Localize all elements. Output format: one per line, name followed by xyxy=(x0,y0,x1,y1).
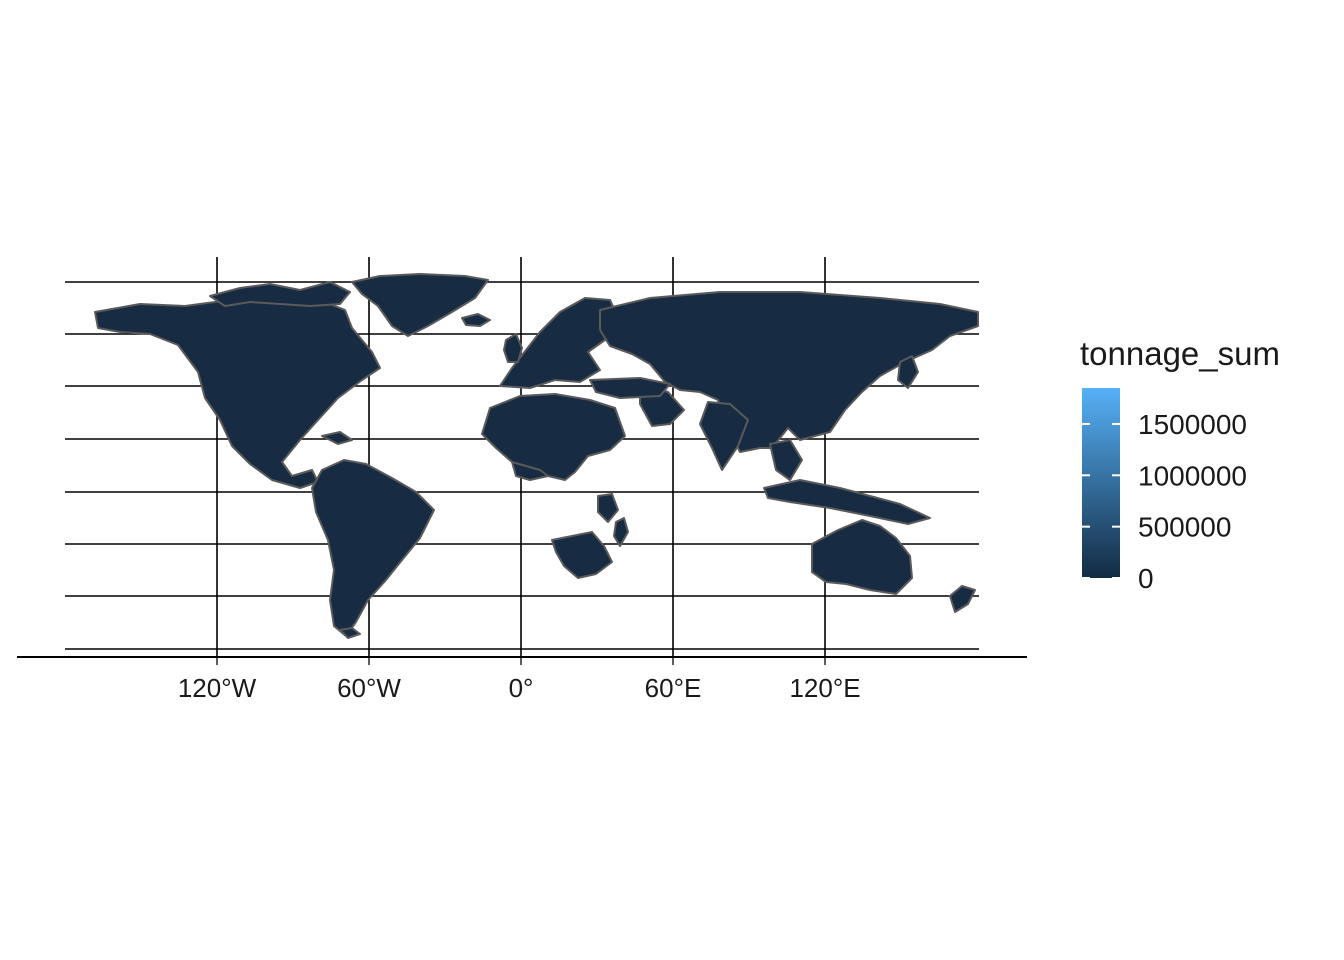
southern-africa-shape xyxy=(551,531,613,579)
australia-shape xyxy=(811,519,913,595)
x-tick-label: 120°W xyxy=(178,673,257,703)
iceland-shape xyxy=(461,313,491,327)
africa-shape xyxy=(481,393,626,481)
legend: tonnage_sum 0 500000 1000000 1500000 xyxy=(1080,335,1280,594)
japan-shape xyxy=(897,355,919,389)
legend-colorbar xyxy=(1082,388,1120,578)
cuba-shape xyxy=(321,431,353,445)
southeast-asia-shape xyxy=(769,439,803,481)
central-asia-shape xyxy=(589,377,671,399)
greenland-shape xyxy=(351,273,489,337)
legend-title: tonnage_sum xyxy=(1080,335,1280,372)
asia-shape xyxy=(599,291,979,453)
x-tick-label: 120°E xyxy=(789,673,860,703)
legend-break-label: 0 xyxy=(1138,563,1154,594)
arctic-islands-shape xyxy=(209,281,351,307)
new-zealand-shape xyxy=(949,585,976,613)
india-shape xyxy=(699,401,749,471)
antarctica-shape xyxy=(339,627,361,639)
legend-break-label: 1500000 xyxy=(1138,409,1247,440)
south-america-shape xyxy=(311,459,435,637)
x-tick-label: 60°W xyxy=(337,673,401,703)
legend-break-label: 500000 xyxy=(1138,512,1231,543)
indonesia-shape xyxy=(763,479,931,525)
legend-break-label: 1000000 xyxy=(1138,460,1247,491)
east-africa-shape xyxy=(597,493,619,523)
west-africa-shape xyxy=(511,461,549,481)
legend-breaks: 0 500000 1000000 1500000 xyxy=(1082,409,1247,594)
x-tick-label: 0° xyxy=(509,673,534,703)
great-britain-shape xyxy=(503,333,523,363)
x-tick-label: 60°E xyxy=(645,673,702,703)
longitude-tick-labels: 120°W 60°W 0° 60°E 120°E xyxy=(178,657,861,703)
north-america-shape xyxy=(94,295,381,489)
madagascar-shape xyxy=(613,517,629,547)
country-polygons xyxy=(94,273,979,639)
